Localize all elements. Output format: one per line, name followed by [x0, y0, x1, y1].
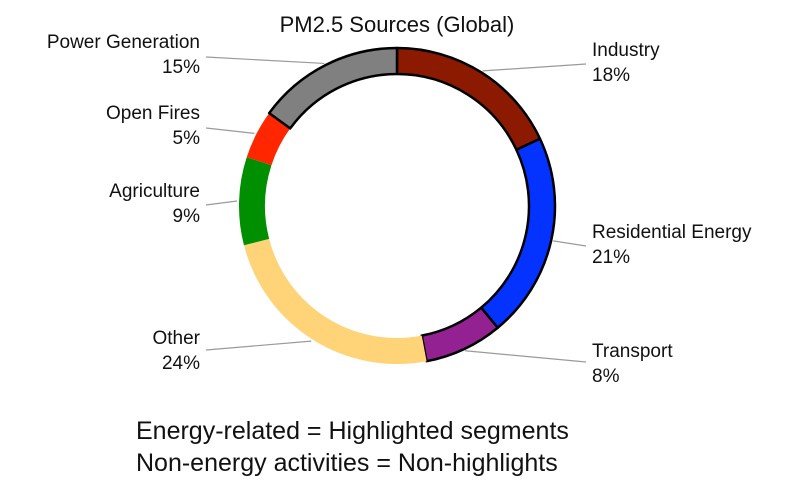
slice-label-residential-energy: Residential Energy — [592, 222, 752, 243]
slice-label-transport: Transport — [592, 341, 673, 362]
slice-value-agriculture: 9% — [173, 206, 201, 227]
slice-open-fires — [246, 113, 291, 166]
slice-residential-energy — [479, 137, 557, 329]
slice-value-open-fires: 5% — [173, 128, 201, 149]
leader-line-residential-energy — [553, 240, 587, 247]
slice-power-generation — [267, 46, 399, 130]
slice-industry — [395, 46, 542, 152]
slice-label-agriculture: Agriculture — [109, 181, 200, 202]
leader-line-transport — [465, 350, 587, 363]
note-energy-related: Energy-related = Highlighted segments — [136, 417, 569, 445]
leader-line-agriculture — [205, 200, 238, 206]
slice-other — [243, 238, 427, 364]
leader-line-industry — [482, 63, 587, 72]
leader-line-power-generation — [205, 56, 325, 65]
note-non-energy: Non-energy activities = Non-highlights — [136, 449, 558, 477]
chart-title: PM2.5 Sources (Global) — [280, 12, 515, 37]
slice-label-open-fires: Open Fires — [106, 103, 200, 124]
slice-label-industry: Industry — [592, 40, 660, 61]
leader-line-other — [205, 340, 312, 351]
slice-value-other: 24% — [162, 353, 200, 374]
slice-value-transport: 8% — [592, 366, 620, 387]
slice-value-residential-energy: 21% — [592, 247, 630, 268]
slice-label-power-generation: Power Generation — [47, 32, 200, 53]
slice-label-other: Other — [152, 328, 200, 349]
leader-line-open-fires — [205, 127, 255, 134]
slice-value-power-generation: 15% — [162, 57, 200, 78]
slice-value-industry: 18% — [592, 65, 630, 86]
slice-agriculture — [239, 157, 272, 246]
